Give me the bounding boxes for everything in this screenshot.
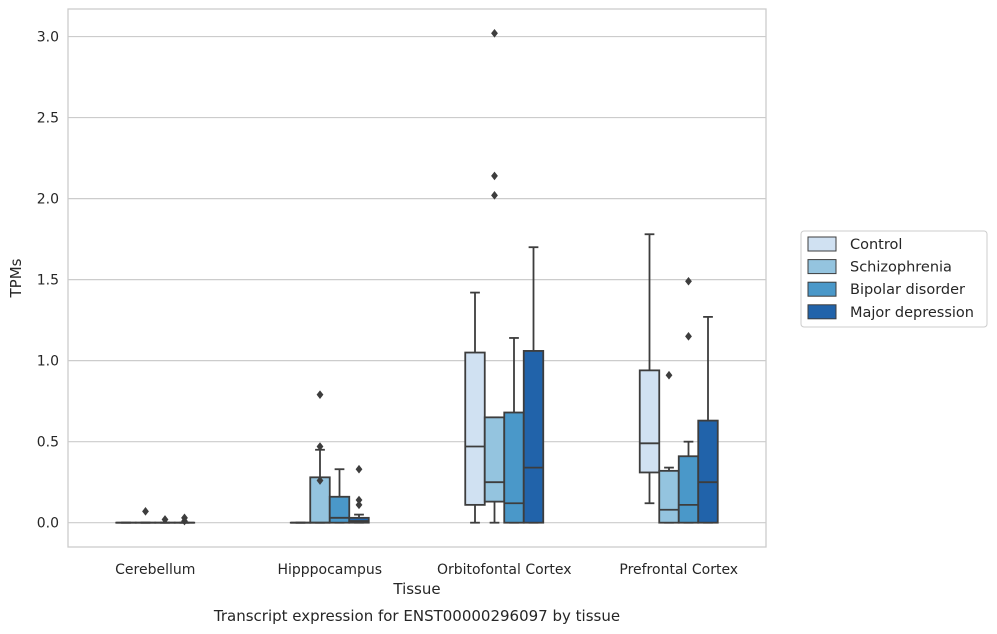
box-schizophrenia [134, 507, 157, 524]
box-major-depression [348, 464, 370, 524]
outlier-point [491, 171, 498, 181]
box-iqr [522, 350, 545, 524]
plot-background [68, 9, 766, 547]
box-iqr [697, 419, 719, 524]
box-major-depression [522, 246, 545, 524]
legend-swatch [807, 236, 837, 252]
x-axis-ticks: Cerebellum Hipppocampus Orbitofontal Corte… [115, 562, 738, 578]
outlier-point [316, 442, 324, 451]
y-axis-ticks: 0.0 0.5 1.0 1.5 2.0 2.5 3.0 [37, 30, 59, 532]
box-iqr [658, 469, 680, 524]
x-tick-label: Hipppocampus [277, 562, 382, 578]
legend-label: Major depression [850, 305, 974, 321]
x-axis-title: Tissue [392, 580, 440, 598]
y-tick-label: 0.0 [37, 516, 59, 532]
outlier-point [316, 390, 324, 399]
outlier-point [181, 513, 188, 523]
box-iqr [638, 369, 661, 474]
outlier-point [685, 276, 692, 286]
chart-caption: Transcript expression for ENST0000029609… [213, 607, 620, 625]
box-major-depression [173, 513, 196, 526]
outlier-point [142, 507, 149, 516]
outlier-point [665, 370, 673, 380]
box-control [464, 291, 486, 524]
outlier-point [685, 332, 692, 341]
box-iqr [677, 455, 700, 524]
box-iqr [464, 351, 486, 506]
box-iqr [503, 411, 525, 524]
box-group [115, 29, 719, 526]
y-axis-title: TPMs [7, 258, 25, 298]
box-iqr [483, 416, 506, 503]
outlier-point [355, 495, 363, 505]
x-tick-label: Orbitofontal Cortex [437, 562, 572, 578]
x-tick-label: Prefrontal Cortex [619, 562, 738, 578]
legend-label: Control [850, 237, 902, 253]
y-tick-label: 1.5 [37, 273, 59, 289]
box-bipolar-disorder [328, 468, 351, 524]
legend-label: Schizophrenia [850, 260, 952, 276]
y-tick-label: 2.0 [37, 192, 59, 208]
outlier-point [316, 476, 324, 485]
legend-label: Bipolar disorder [850, 282, 965, 298]
outlier-point [491, 29, 498, 38]
outlier-point [491, 191, 498, 200]
legend-swatch [807, 259, 837, 275]
box-iqr [328, 495, 351, 524]
box-major-depression [697, 315, 719, 524]
box-control [638, 233, 661, 505]
y-tick-label: 0.5 [37, 435, 59, 451]
box-schizophrenia [309, 390, 331, 524]
y-tick-label: 1.0 [37, 354, 59, 370]
legend-swatch [807, 304, 837, 320]
legend-swatch [807, 281, 837, 297]
y-tick-label: 2.5 [37, 111, 59, 127]
legend-frame [800, 230, 988, 328]
outlier-point [355, 500, 363, 510]
outlier-point [161, 515, 169, 524]
y-tick-label: 3.0 [37, 30, 59, 46]
x-tick-label: Cerebellum [115, 562, 195, 578]
plot-frame [67, 8, 767, 548]
outlier-point [355, 464, 363, 474]
grid-lines [68, 35, 766, 524]
legend: Control Schizophrenia Bipolar disorder Majo… [800, 230, 988, 328]
